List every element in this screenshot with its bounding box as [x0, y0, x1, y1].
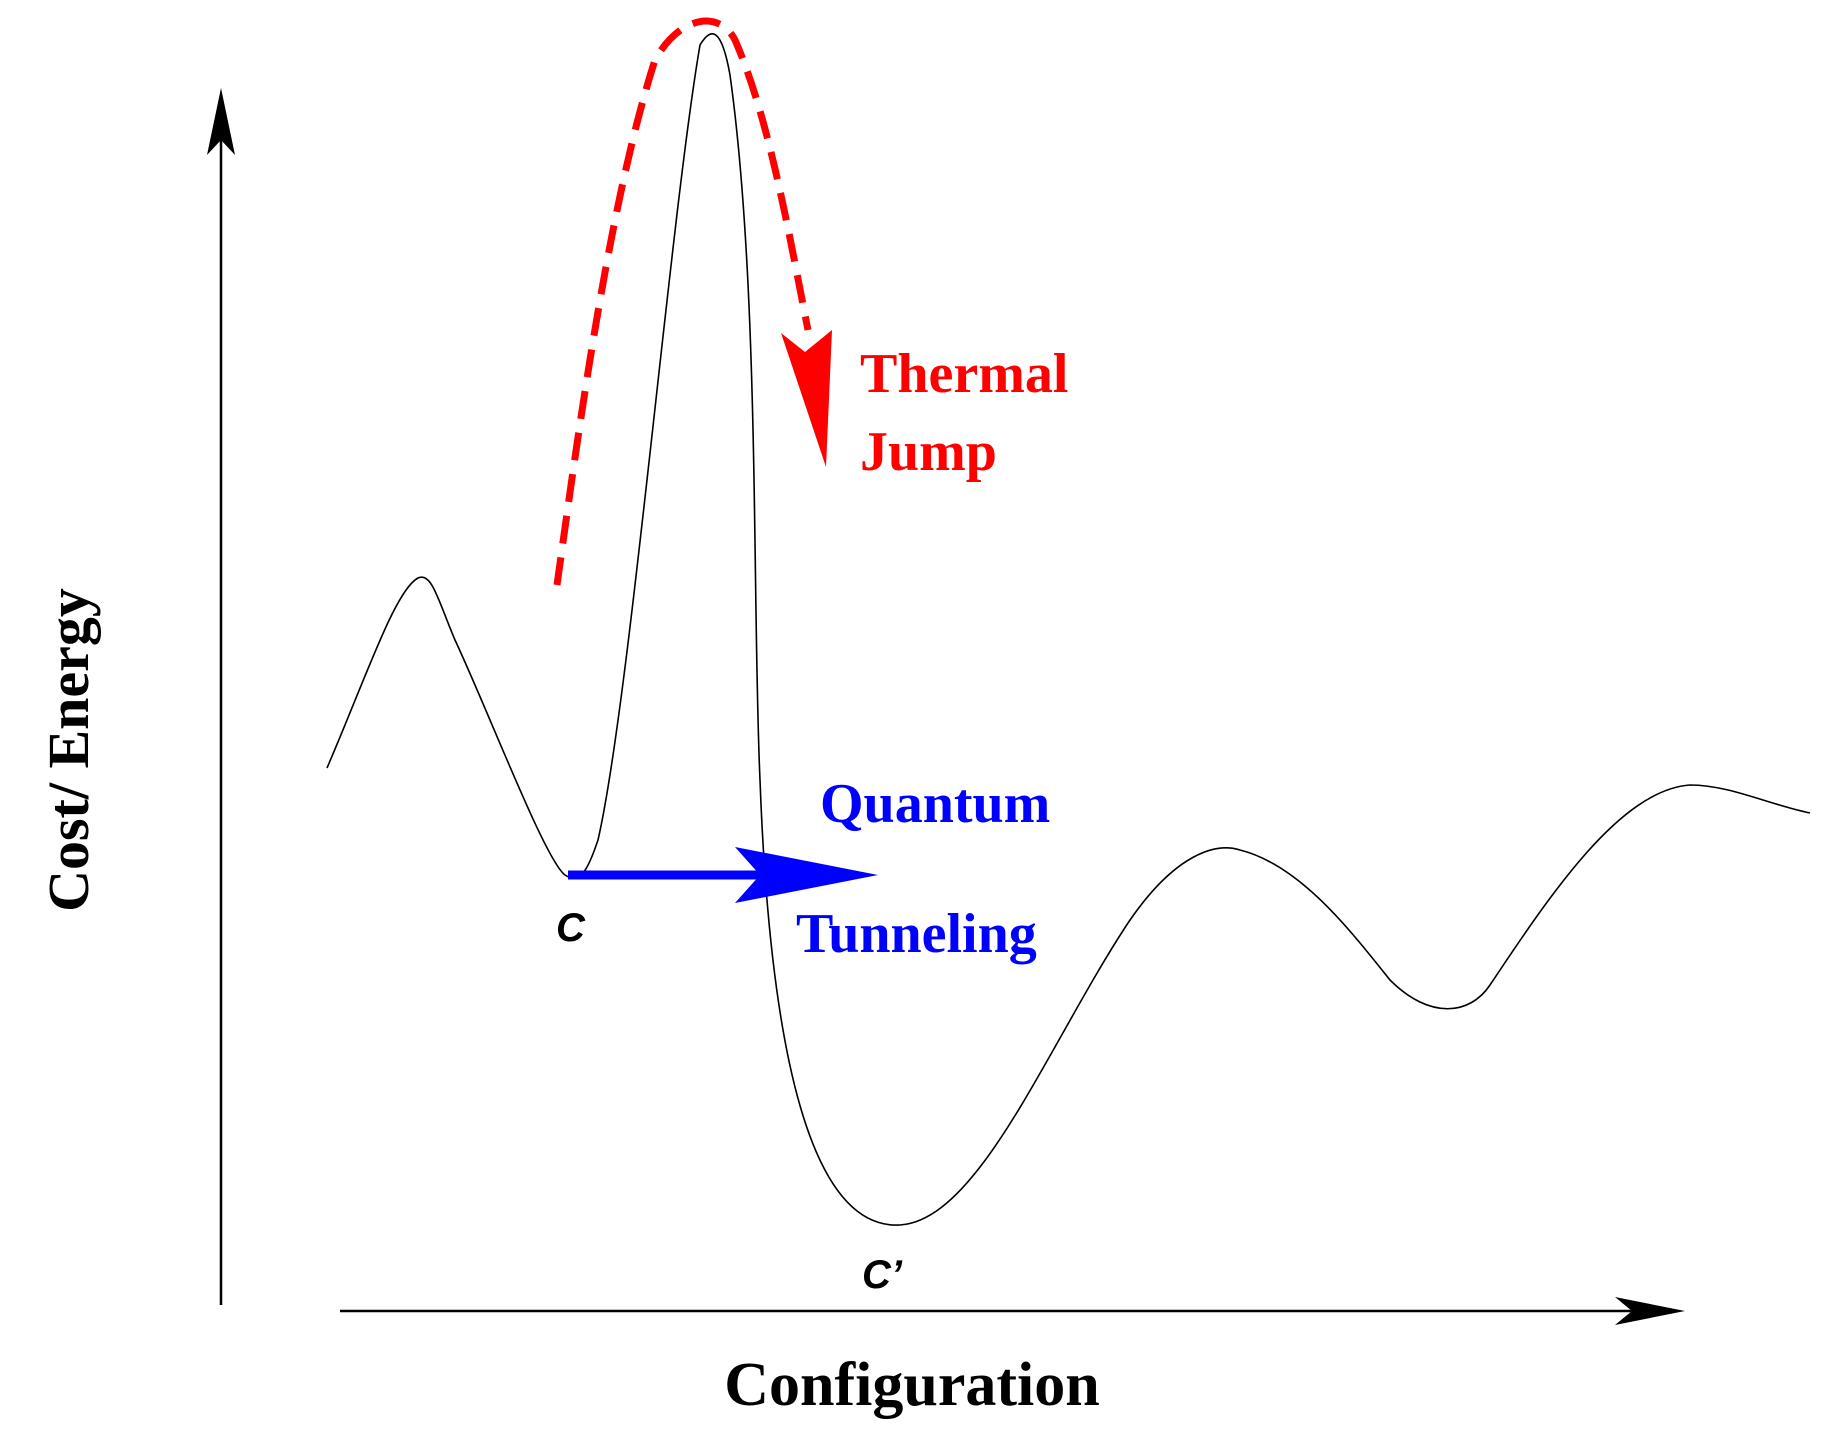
energy-curve — [326, 33, 1811, 1226]
x-axis-arrowhead — [1615, 1297, 1685, 1325]
quantum-label-line1: Quantum — [820, 773, 1050, 835]
quantum-label-line2: Tunneling — [796, 903, 1037, 965]
x-axis-label: Configuration — [724, 1351, 1099, 1419]
thermal-jump-arc — [553, 17, 812, 586]
start-point-label: C — [556, 906, 586, 950]
thermal-label-line2: Jump — [860, 421, 997, 483]
thermal-jump-arrowhead — [781, 330, 832, 467]
y-axis-label: Cost/ Energy — [36, 588, 101, 912]
quantum-tunneling-arrowhead — [735, 847, 878, 903]
y-axis-arrowhead — [207, 88, 235, 155]
end-point-label: C’ — [862, 1253, 903, 1297]
thermal-label-line1: Thermal — [860, 343, 1068, 405]
